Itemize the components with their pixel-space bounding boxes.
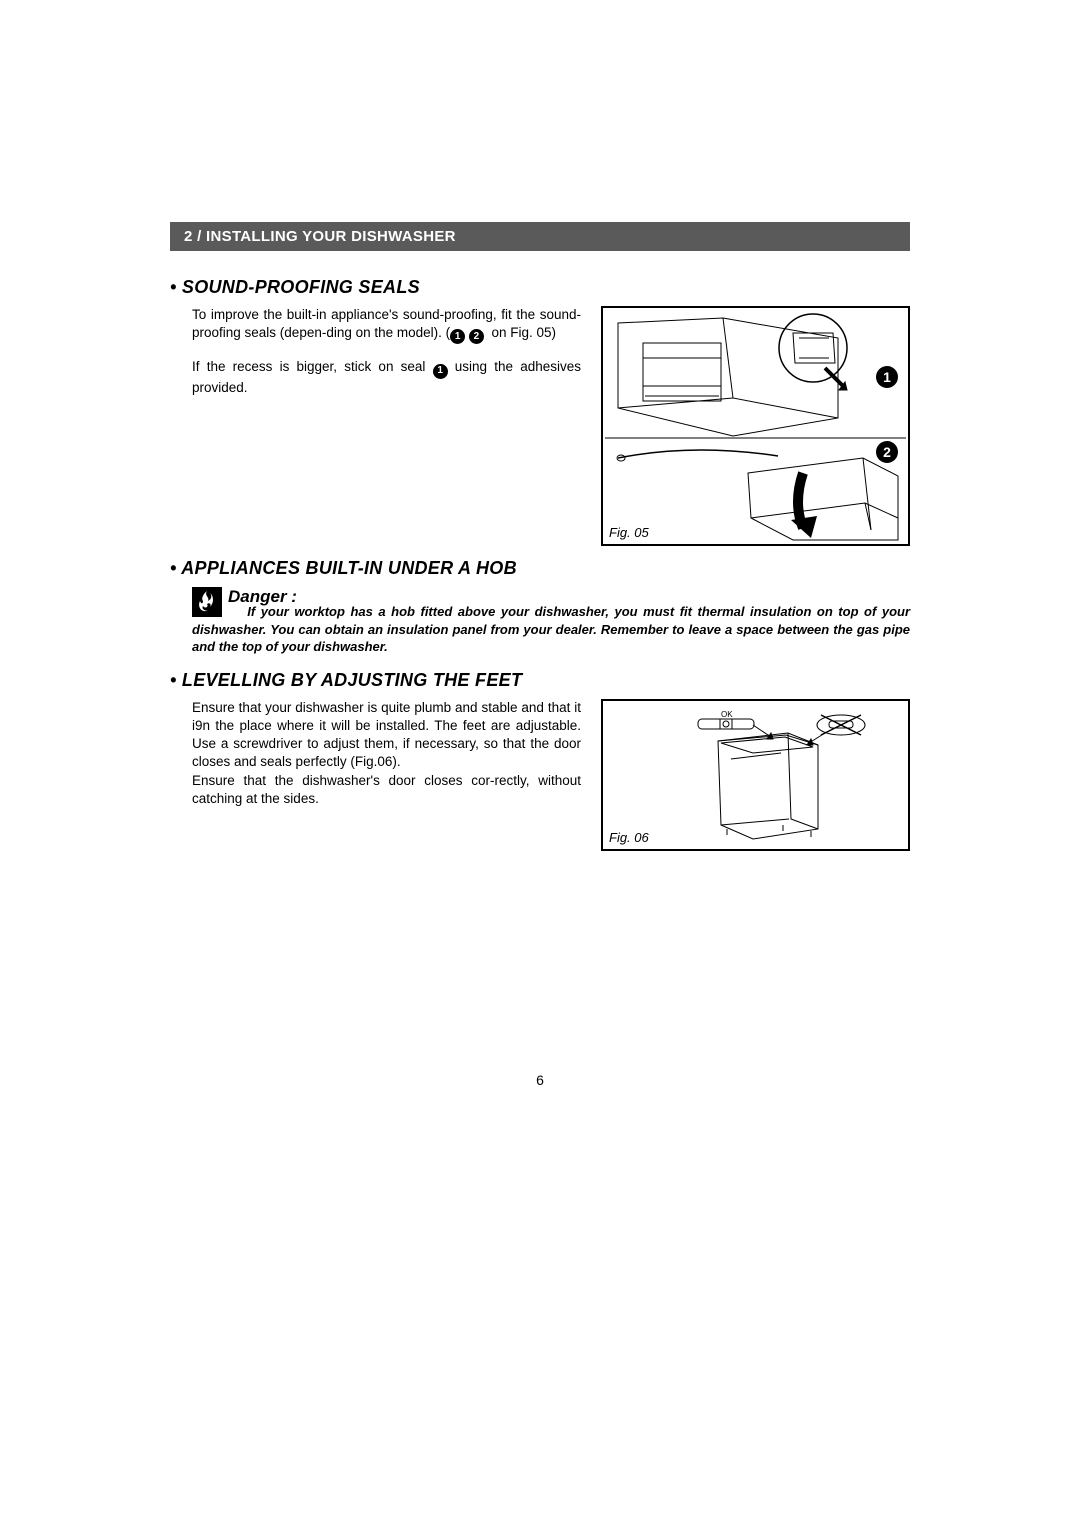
- figure-05: 1 2 Fig. 05: [601, 306, 910, 546]
- section1-para1: To improve the built-in appliance's soun…: [192, 306, 581, 344]
- section3-row: Ensure that your dishwasher is quite plu…: [170, 699, 910, 851]
- figure-06-caption: Fig. 06: [609, 830, 649, 845]
- section-title-soundproofing: • SOUND-PROOFING SEALS: [170, 277, 910, 298]
- section-title-levelling: • LEVELLING BY ADJUSTING THE FEET: [170, 670, 910, 691]
- section1-text: To improve the built-in appliance's soun…: [170, 306, 581, 546]
- section-title-hob: • APPLIANCES BUILT-IN UNDER A HOB: [170, 558, 910, 579]
- page-number: 6: [170, 1072, 910, 1088]
- inline-callout-1: 1: [450, 329, 465, 344]
- figure-05-container: 1 2 Fig. 05: [601, 306, 910, 546]
- document-page: 2 / INSTALLING YOUR DISHWASHER • SOUND-P…: [170, 222, 910, 851]
- figure-05-svg: [603, 308, 908, 544]
- figure-06: OK Fig. 06: [601, 699, 910, 851]
- figure-05-callout-1: 1: [876, 366, 898, 388]
- figure-06-svg: OK: [603, 701, 908, 849]
- section1-row: To improve the built-in appliance's soun…: [170, 306, 910, 546]
- figure-06-container: OK Fig. 06: [601, 699, 910, 851]
- section3-text: Ensure that your dishwasher is quite plu…: [170, 699, 581, 851]
- section1-para2: If the recess is bigger, stick on seal 1…: [192, 358, 581, 396]
- figure-05-callout-2: 2: [876, 441, 898, 463]
- section3-para1: Ensure that your dishwasher is quite plu…: [192, 699, 581, 772]
- inline-callout-2: 2: [469, 329, 484, 344]
- inline-callout-1b: 1: [433, 364, 448, 379]
- figure-05-caption: Fig. 05: [609, 525, 649, 540]
- danger-body-text: If your worktop has a hob fitted above y…: [170, 603, 910, 656]
- ok-label-svg: OK: [721, 710, 733, 719]
- section-header-bar: 2 / INSTALLING YOUR DISHWASHER: [170, 222, 910, 251]
- section3-para2: Ensure that the dishwasher's door closes…: [192, 772, 581, 808]
